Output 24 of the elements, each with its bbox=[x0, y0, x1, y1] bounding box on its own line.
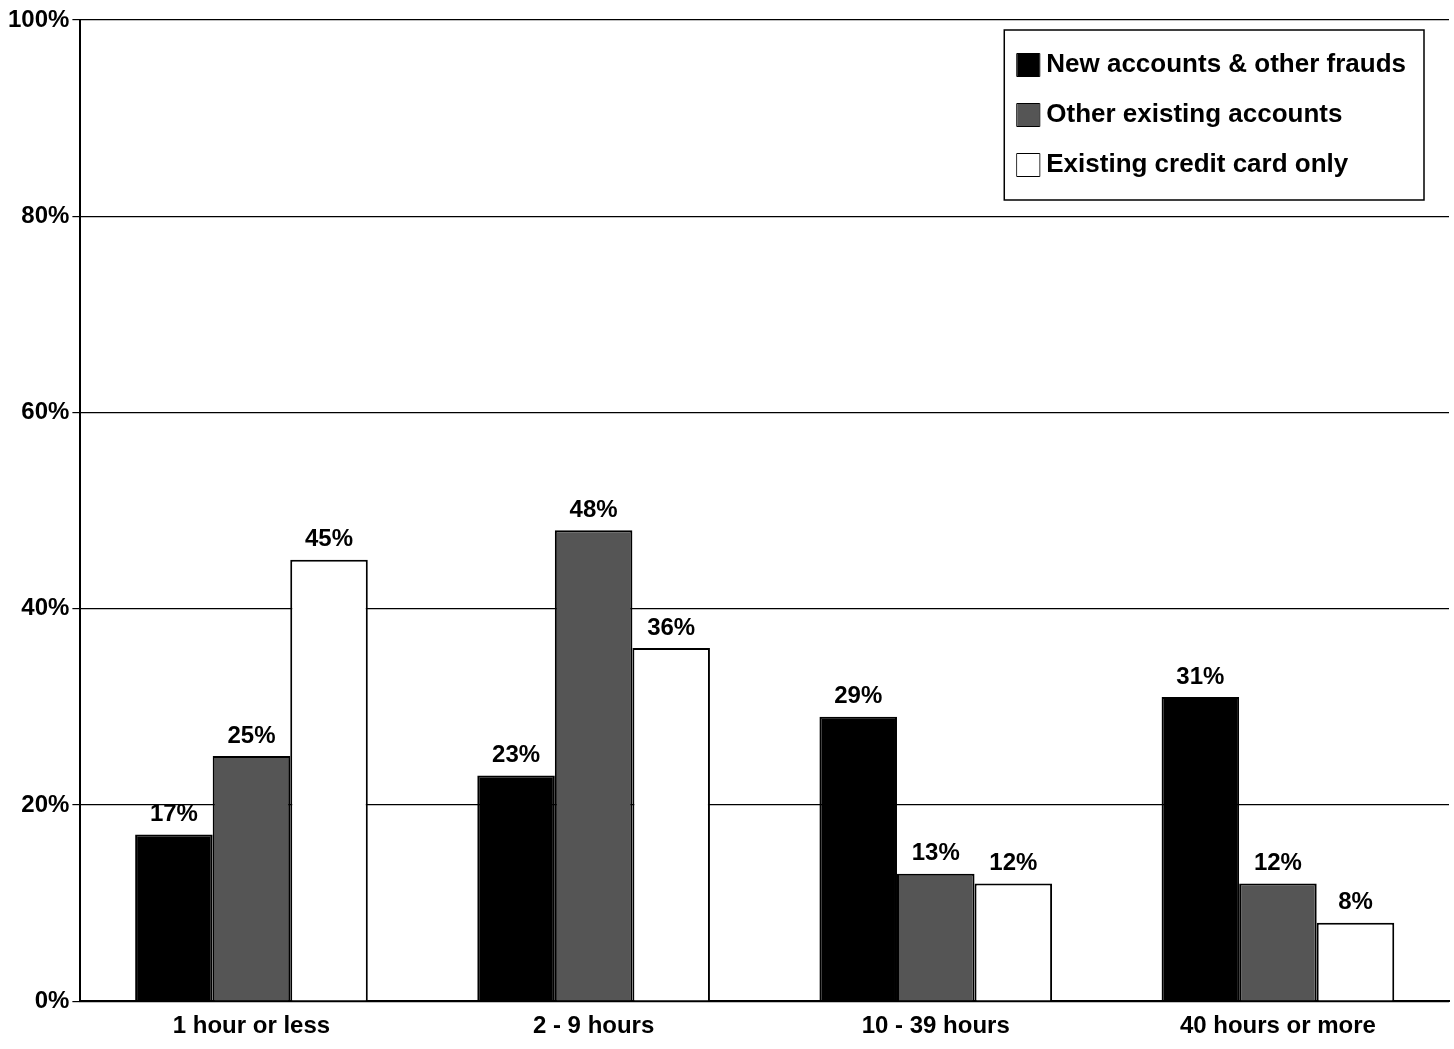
legend-label: New accounts & other frauds bbox=[1046, 48, 1406, 79]
x-tick-label: 10 - 39 hours bbox=[861, 1011, 1010, 1039]
data-label: 45% bbox=[304, 524, 354, 552]
data-label: 29% bbox=[834, 681, 883, 709]
data-label: 13% bbox=[911, 838, 960, 866]
y-tick-label: 20% bbox=[21, 789, 70, 817]
data-label: 12% bbox=[1253, 848, 1302, 876]
y-tick-label: 80% bbox=[21, 200, 70, 228]
y-tick-label: 100% bbox=[7, 4, 70, 32]
x-tick-label: 40 hours or more bbox=[1179, 1011, 1376, 1039]
y-tick-label: 60% bbox=[21, 397, 70, 425]
data-label: 23% bbox=[492, 740, 541, 768]
data-label: 48% bbox=[569, 494, 618, 522]
y-tick-label: 40% bbox=[21, 593, 70, 621]
data-label: 25% bbox=[227, 720, 276, 748]
data-label: 31% bbox=[1176, 661, 1225, 689]
legend-label: Other existing accounts bbox=[1046, 98, 1343, 129]
x-tick-label: 1 hour or less bbox=[172, 1011, 331, 1039]
data-label: 8% bbox=[1338, 887, 1373, 915]
legend-label: Existing credit card only bbox=[1046, 148, 1349, 179]
data-label: 36% bbox=[647, 612, 696, 640]
y-tick-label: 0% bbox=[34, 985, 70, 1013]
x-tick-label: 2 - 9 hours bbox=[532, 1011, 655, 1039]
data-label: 12% bbox=[989, 848, 1038, 876]
